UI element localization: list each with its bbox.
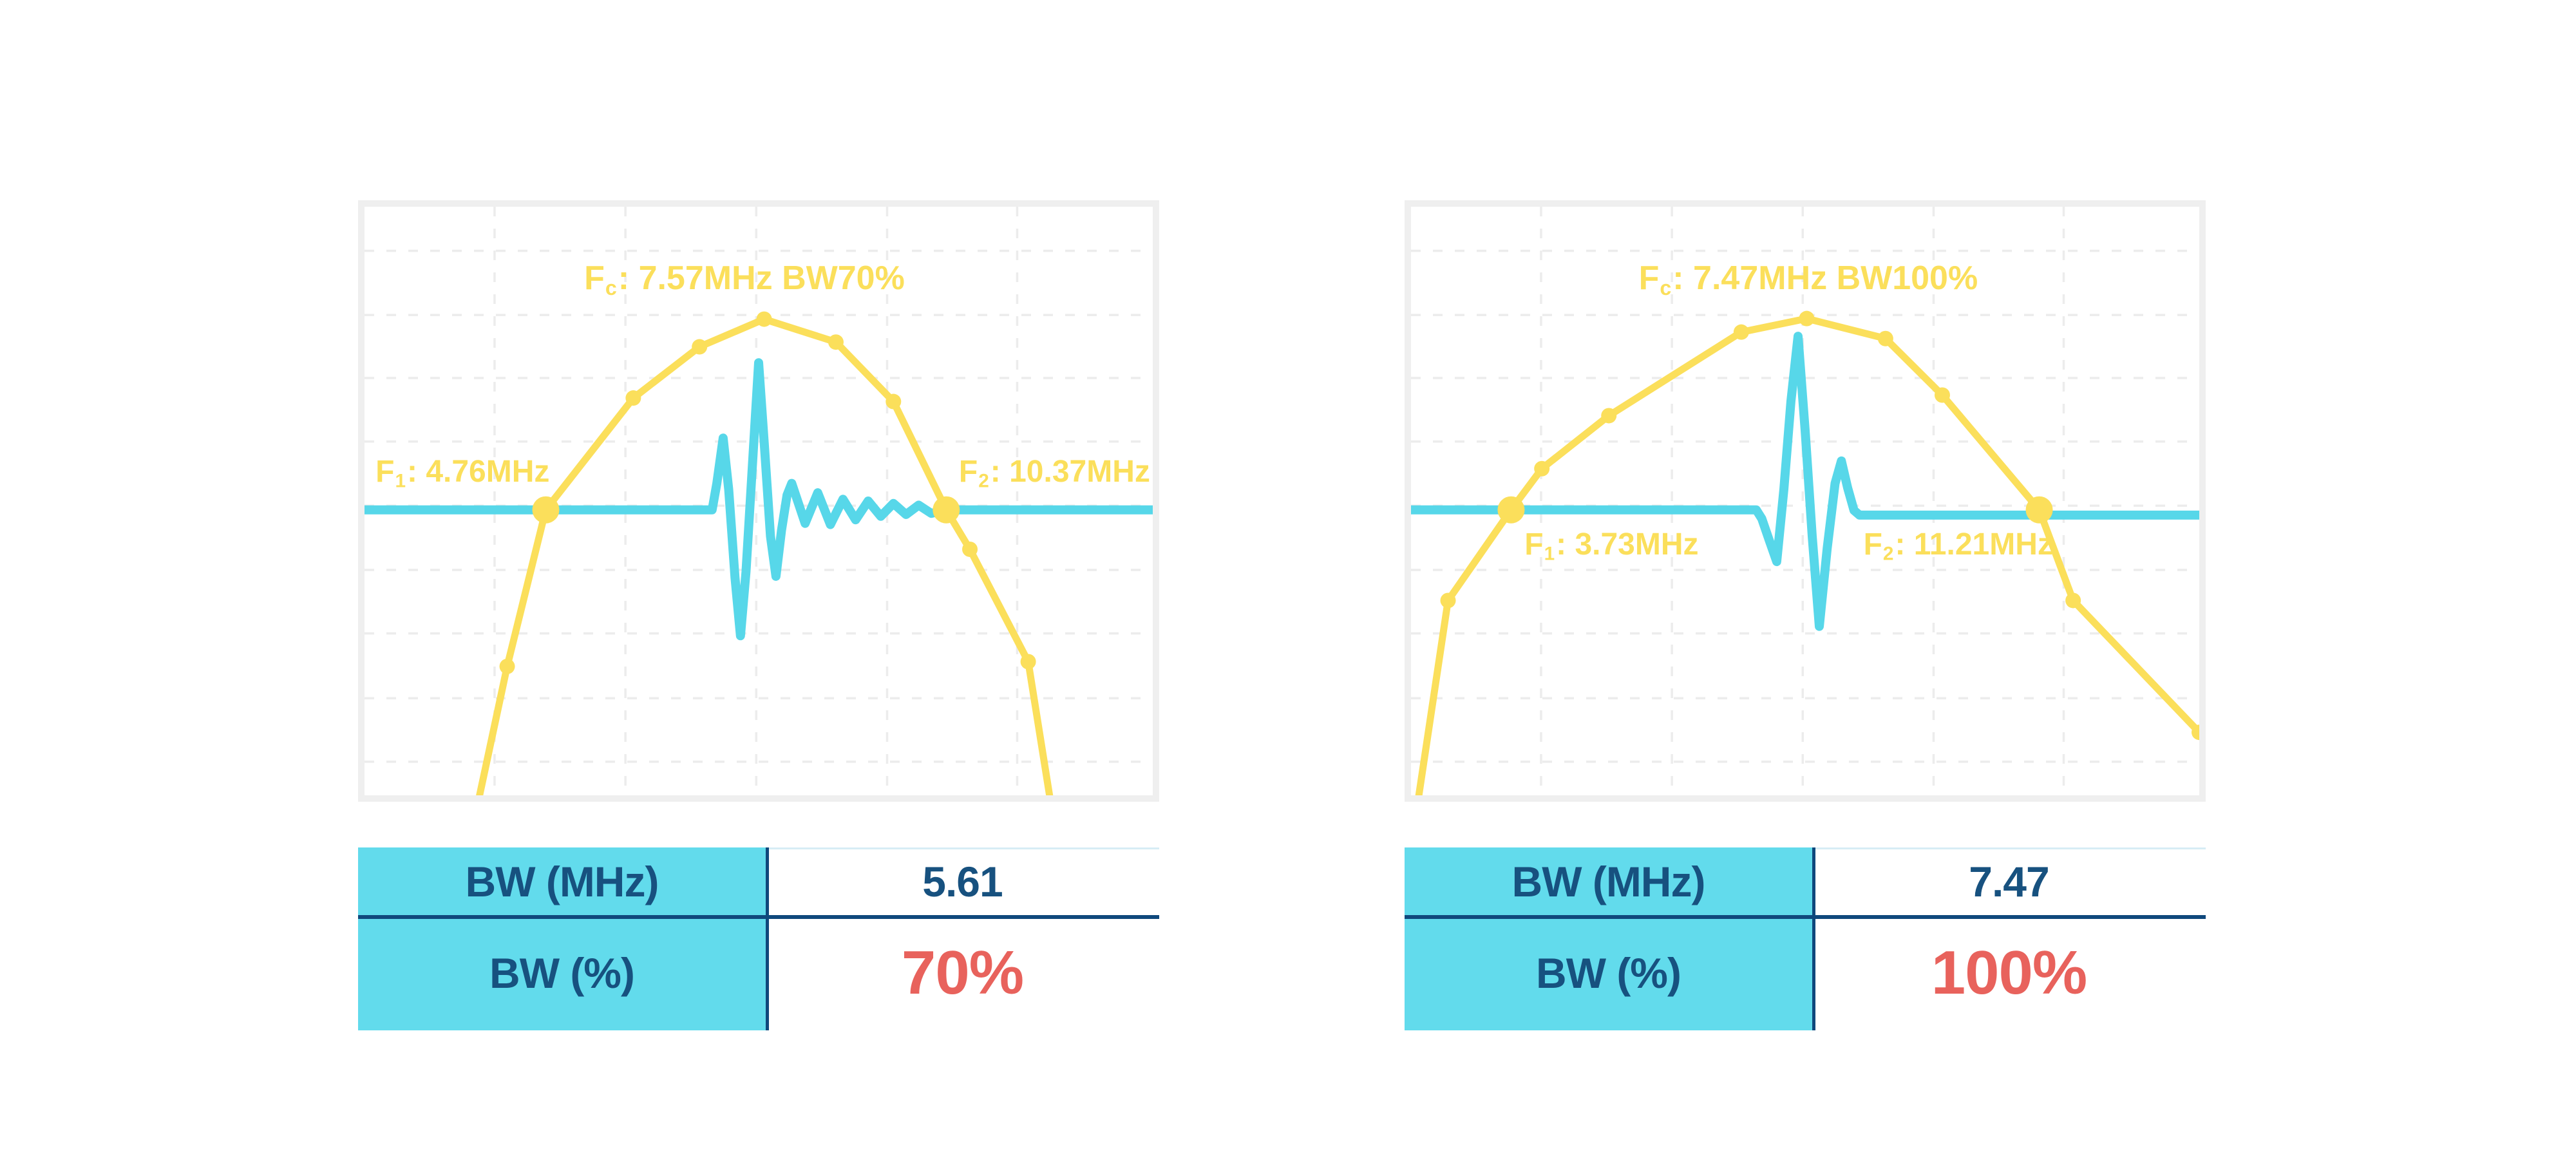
f1-subscript: 1: [395, 469, 406, 491]
fc-subscript: c: [1660, 276, 1672, 300]
spectrum-marker-dot: [2065, 592, 2081, 609]
series-lines: [1411, 315, 2199, 795]
right-bw-table: BW (MHz) 7.47 BW (%) 100%: [1405, 847, 2206, 1030]
spectrum-marker-dot: [1534, 460, 1550, 477]
spectrum-marker-dot: [532, 496, 560, 524]
f1-annotation: F1: 4.76MHz: [375, 454, 550, 490]
bw-mhz-value: 7.47: [1969, 857, 2049, 905]
f2-text: : 10.37MHz: [990, 454, 1150, 489]
spectrum-marker-dot: [756, 311, 772, 327]
f1-subscript: 1: [1544, 543, 1555, 565]
spectrum-marker-dot: [1799, 310, 1815, 326]
fc-prefix: F: [584, 260, 605, 297]
table-column-divider: [766, 847, 769, 1030]
series-lines: [365, 316, 1153, 795]
fc-annotation: Fc: 7.57MHz BW70%: [584, 260, 905, 300]
right-chart-plot: [1411, 207, 2199, 795]
f2-annotation: F2: 10.37MHz: [958, 454, 1150, 490]
f1-prefix: F: [1524, 527, 1544, 562]
spectrum-marker-dot: [625, 390, 641, 406]
spectrum-marker-dot: [886, 393, 902, 410]
spectrum-marker-dot: [1877, 330, 1893, 346]
spectrum-marker-dot: [1934, 387, 1950, 403]
fc-text: : 7.57MHz BW70%: [618, 260, 905, 297]
series-markers: [499, 311, 1036, 674]
bw-mhz-value: 5.61: [922, 857, 1003, 905]
f2-subscript: 2: [1882, 543, 1894, 565]
f2-text: : 11.21MHz: [1895, 527, 2053, 562]
f2-prefix: F: [1863, 527, 1882, 562]
bw-mhz-label: BW (MHz): [358, 847, 766, 915]
f1-annotation: F1: 3.73MHz: [1524, 527, 1699, 565]
bw-mhz-label: BW (MHz): [1405, 847, 1812, 915]
spectrum-marker-dot: [1601, 408, 1617, 424]
table-top-rule: [1812, 847, 2206, 849]
f2-subscript: 2: [978, 469, 989, 491]
table-top-rule: [766, 847, 1159, 849]
right-chart: Fc: 7.47MHz BW100% F1: 3.73MHz F2: 11.21…: [1405, 200, 2206, 802]
bw-pct-value: 100%: [1931, 938, 2088, 1007]
f1-prefix: F: [375, 454, 395, 489]
series-markers: [1440, 310, 2199, 741]
table-row-divider: [1405, 915, 2206, 919]
f2-annotation: F2: 11.21MHz: [1863, 527, 2053, 565]
left-chart: Fc: 7.57MHz BW70% F1: 4.76MHz F2: 10.37M…: [358, 200, 1159, 802]
table-column-divider: [1812, 847, 1815, 1030]
spectrum-line: [1415, 315, 2199, 795]
pulse-waveform-line: [365, 358, 1153, 641]
fc-prefix: F: [1638, 260, 1660, 297]
left-chart-plot: [365, 207, 1153, 795]
spectrum-marker-dot: [933, 496, 960, 524]
fc-subscript: c: [605, 276, 617, 300]
f1-text: : 4.76MHz: [407, 454, 550, 489]
fc-annotation: Fc: 7.47MHz BW100%: [1638, 260, 1978, 300]
bw-pct-label: BW (%): [358, 915, 766, 1030]
spectrum-marker-dot: [692, 339, 708, 355]
bw-pct-label: BW (%): [1405, 915, 1812, 1030]
spectrum-marker-dot: [2025, 496, 2053, 524]
spectrum-marker-dot: [499, 658, 515, 674]
bw-pct-value: 70%: [901, 938, 1024, 1007]
left-bw-table: BW (MHz) 5.61 BW (%) 70%: [358, 847, 1159, 1030]
spectrum-marker-dot: [1497, 496, 1525, 524]
gridlines: [365, 207, 1153, 795]
f2-prefix: F: [958, 454, 978, 489]
f1-text: : 3.73MHz: [1556, 527, 1699, 562]
spectrum-line: [476, 316, 1054, 795]
fc-text: : 7.47MHz BW100%: [1672, 260, 1978, 297]
table-row-divider: [358, 915, 1159, 919]
spectrum-marker-dot: [1733, 324, 1749, 340]
spectrum-marker-dot: [2192, 724, 2199, 741]
spectrum-marker-dot: [962, 541, 978, 557]
spectrum-marker-dot: [1020, 654, 1036, 670]
pulse-waveform-line: [1411, 332, 2199, 631]
spectrum-marker-dot: [1440, 592, 1456, 609]
spectrum-marker-dot: [828, 334, 844, 350]
